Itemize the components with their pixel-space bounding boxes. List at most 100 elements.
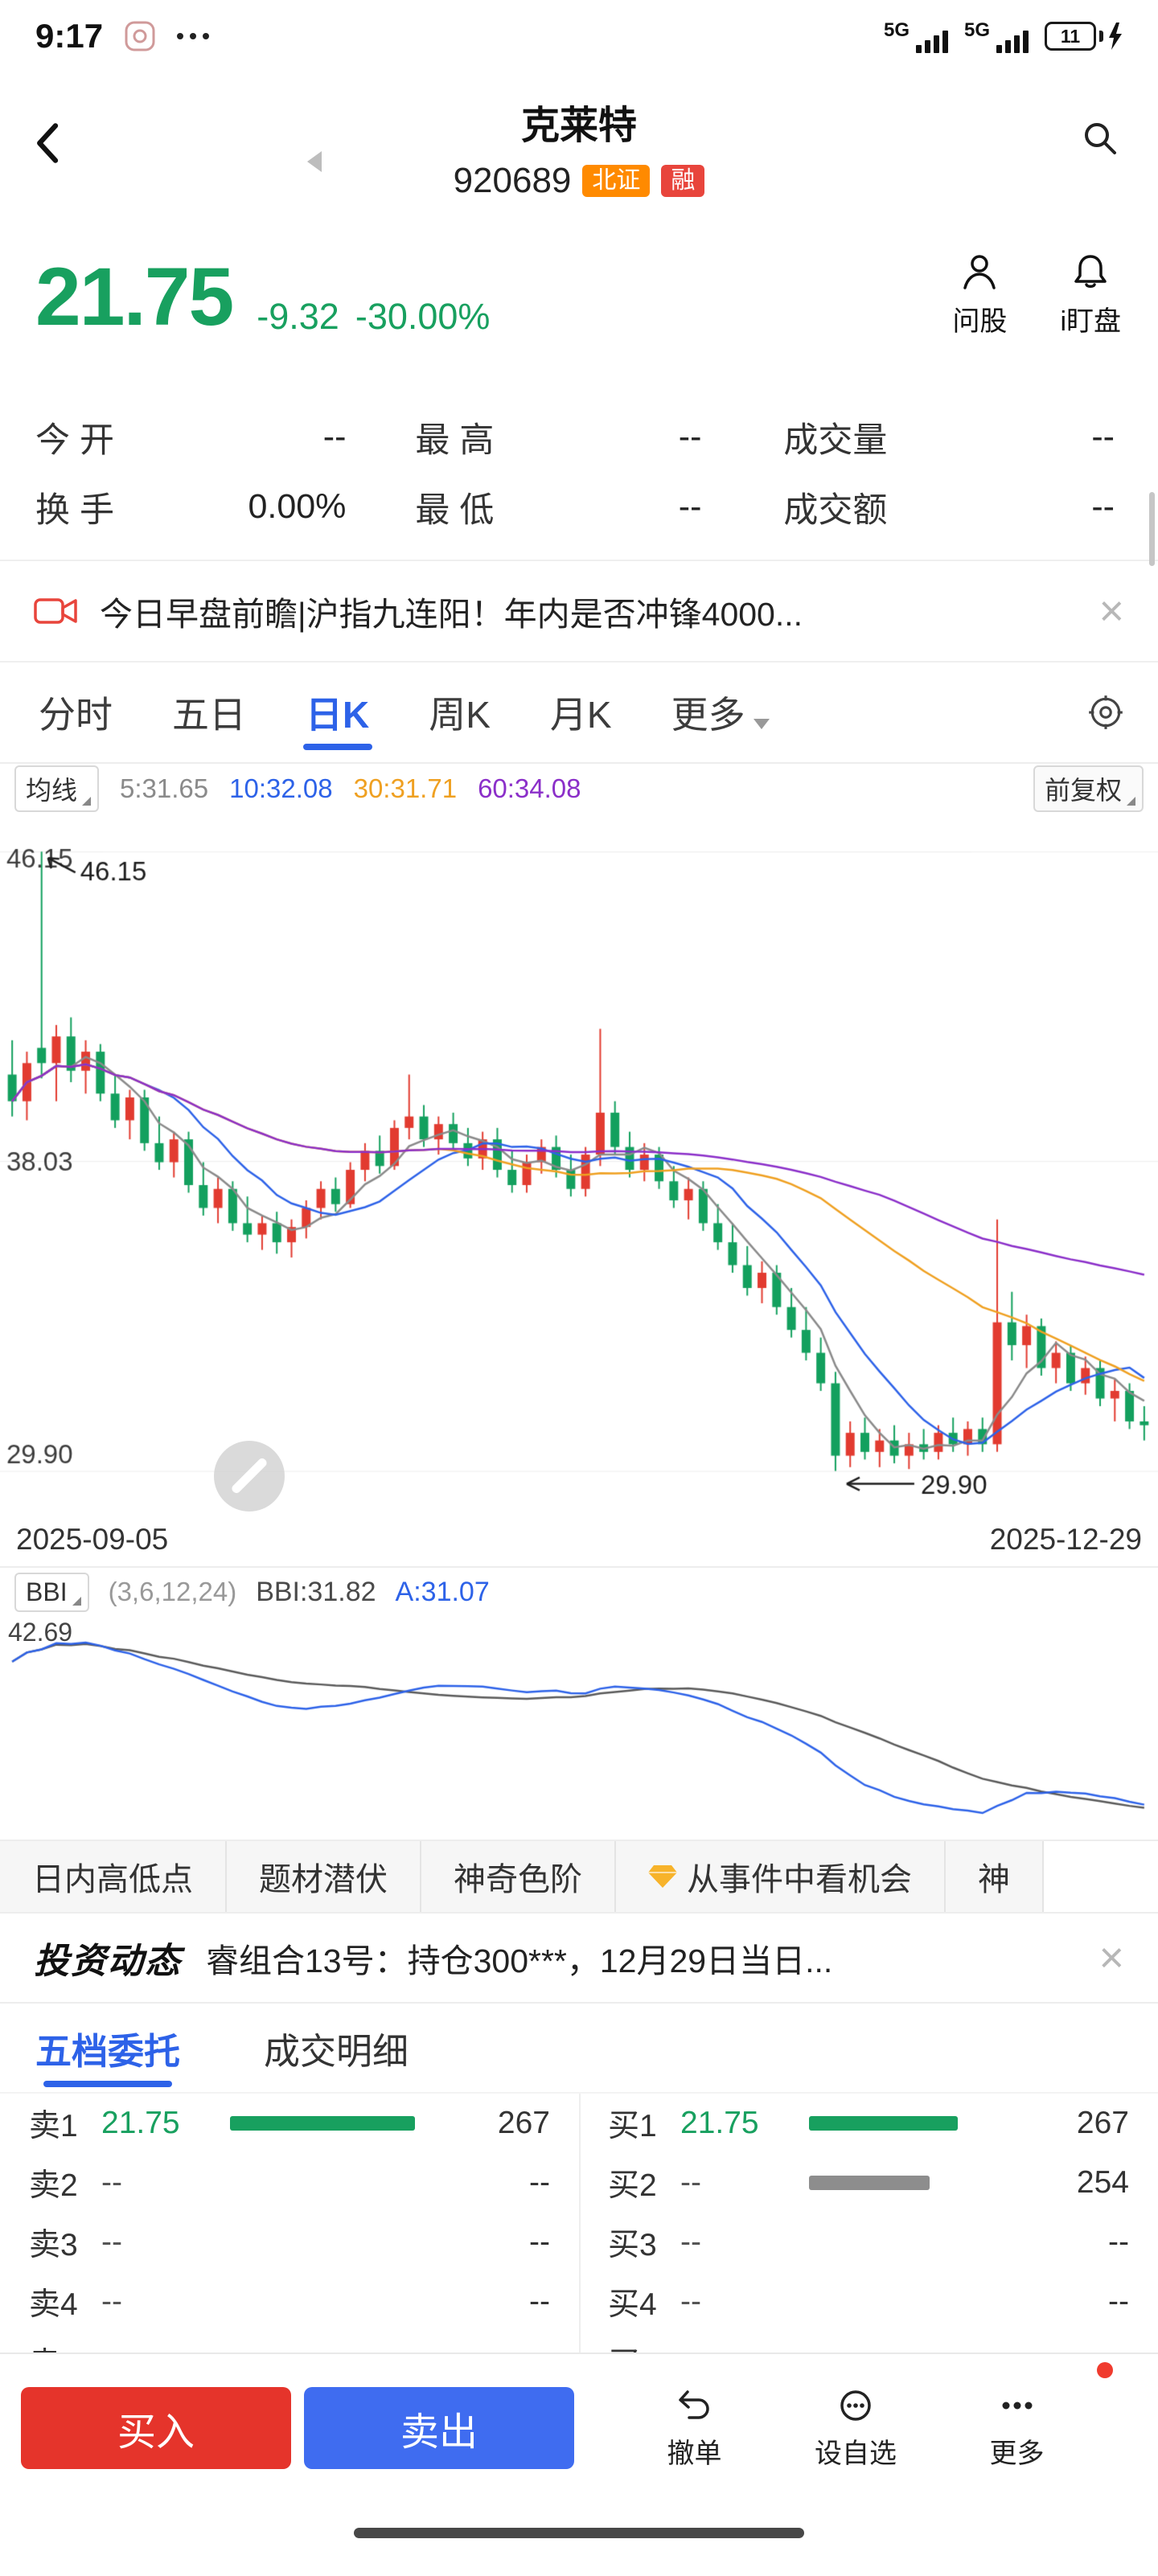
sell-row[interactable]: 卖5 -- -- [0, 2332, 579, 2352]
signal-icon-sim2: 5G [964, 19, 1029, 53]
cancel-order-button[interactable]: 撤单 [667, 2386, 722, 2471]
back-icon[interactable] [34, 119, 63, 167]
bbi-canvas[interactable] [0, 1616, 1158, 1840]
tab-minute[interactable]: 分时 [39, 694, 113, 736]
buy-button[interactable]: 买入 [21, 2387, 291, 2469]
last-price: 21.75 [35, 251, 234, 343]
bell-icon [1074, 255, 1107, 288]
stat-value: -- [678, 487, 702, 526]
buy-row[interactable]: 买4 -- -- [608, 2284, 1129, 2322]
stat-label: 换 手 [35, 490, 114, 530]
clock: 9:17 [35, 17, 104, 55]
tab-five-levels[interactable]: 五档委托 [32, 2003, 183, 2094]
tab-more[interactable]: 更多 [665, 668, 776, 757]
notification-dot [1097, 2362, 1113, 2378]
date-axis: 2025-09-05 2025-12-29 [0, 1521, 1158, 1566]
end-date: 2025-12-29 [989, 1523, 1142, 1556]
news-close-icon[interactable]: × [1098, 587, 1124, 635]
chip-theme-ambush[interactable]: 题材潜伏 [227, 1841, 421, 1912]
sell-row[interactable]: 卖4 -- -- [29, 2284, 550, 2322]
margin-badge: 融 [661, 165, 705, 197]
undo-icon [678, 2389, 709, 2419]
person-icon [963, 255, 996, 289]
tab-weekly-k[interactable]: 周K [429, 694, 491, 736]
home-indicator-area [0, 2502, 1158, 2576]
more-actions-button[interactable]: 更多 [990, 2386, 1045, 2471]
buy-row[interactable]: 买2 -- 254 [608, 2165, 1129, 2203]
tab-trade-details[interactable]: 成交明细 [264, 2030, 409, 2072]
stock-header: 克莱特 920689 北证 融 [0, 72, 1158, 233]
adjust-mode-chip[interactable]: 前复权 [1033, 765, 1144, 812]
sell-button[interactable]: 卖出 [304, 2387, 574, 2469]
kline-chart [0, 814, 1158, 1521]
volume-bar [809, 2116, 958, 2131]
sell-row[interactable]: 卖1 21.75 267 [29, 2106, 550, 2143]
stat-label: 今 开 [35, 420, 114, 460]
stat-label: 最 低 [415, 490, 495, 530]
video-news-icon [34, 598, 77, 624]
stat-value: -- [1091, 487, 1115, 526]
ma-selector-chip[interactable]: 均线 [14, 765, 100, 812]
stat-label: 成交额 [783, 490, 888, 530]
stats-grid: 今 开 -- 最 高 -- 成交量 -- 换 手 0.00% 最 低 -- 成交额 -- [0, 394, 1158, 555]
status-bar: 9:17 5G 5G 11 [0, 0, 1158, 72]
battery-icon: 11 [1045, 22, 1123, 51]
bbi-ymax-label: 42.69 [8, 1618, 73, 1647]
charging-bolt-icon [1109, 23, 1122, 50]
invest-brand: 投资动态 [34, 1942, 182, 1981]
tab-monthly-k[interactable]: 月K [549, 694, 612, 736]
diamond-icon [648, 1865, 677, 1888]
add-watchlist-button[interactable]: 设自选 [815, 2386, 897, 2471]
chart-settings-icon[interactable] [1086, 692, 1126, 732]
stat-value: 0.00% [248, 487, 347, 526]
buy-row[interactable]: 买3 -- -- [608, 2225, 1129, 2262]
buy-row[interactable]: 买5 -- -- [579, 2332, 1158, 2352]
candlestick-canvas[interactable] [0, 814, 1158, 1521]
ma30-value: 30:31.71 [353, 773, 458, 803]
invest-text[interactable]: 睿组合13号：持仓300***，12月29日当日... [206, 1942, 833, 1979]
sell-row[interactable]: 卖2 -- -- [29, 2165, 550, 2203]
news-banner[interactable]: 今日早盘前瞻|沪指九连阳！年内是否冲锋4000... × [0, 560, 1158, 662]
quote-panel: 21.75 -9.32 -30.00% 问股 i盯盘 [0, 233, 1158, 394]
stat-label: 成交量 [783, 420, 888, 460]
circle-dots-icon [840, 2389, 871, 2421]
chip-intraday-hilo[interactable]: 日内高低点 [0, 1841, 227, 1912]
corner-triangle-icon [82, 797, 92, 806]
stat-value: -- [1091, 417, 1115, 456]
indicator-selector-chip[interactable]: BBI [14, 1572, 89, 1612]
price-change: -9.32 [257, 296, 339, 337]
volume-bar [230, 2116, 415, 2131]
ma60-value: 60:34.08 [478, 773, 581, 803]
invest-banner[interactable]: 投资动态 睿组合13号：持仓300***，12月29日当日... × [0, 1914, 1158, 2004]
search-icon[interactable] [1079, 117, 1121, 159]
signal-icon-sim1: 5G [884, 19, 948, 53]
scrollbar-thumb[interactable] [1149, 492, 1155, 566]
start-date: 2025-09-05 [16, 1523, 169, 1556]
chip-truncated[interactable]: 神 [946, 1841, 1044, 1912]
chevron-down-icon [753, 719, 770, 729]
watch-alert-button[interactable]: i盯盘 [1060, 251, 1121, 338]
status-more-icon [177, 33, 210, 39]
tab-daily-k[interactable]: 日K [299, 668, 376, 757]
buy-column: 买1 21.75 267 买2 -- 254 买3 -- -- 买4 -- --… [579, 2094, 1158, 2352]
ask-question-button[interactable]: 问股 [952, 251, 1007, 338]
chip-event-opportunity[interactable]: 从事件中看机会 [616, 1841, 946, 1912]
home-indicator[interactable] [354, 2528, 804, 2538]
app-indicator-icon [124, 20, 156, 52]
tab-5day[interactable]: 五日 [172, 694, 246, 736]
ma10-value: 10:32.08 [229, 773, 333, 803]
buy-row[interactable]: 买1 21.75 267 [608, 2106, 1129, 2143]
market-badge: 北证 [582, 165, 651, 197]
stock-code: 920689 [453, 161, 572, 200]
prev-stock-icon[interactable] [307, 151, 322, 172]
stat-value: -- [678, 417, 702, 456]
price-change-pct: -30.00% [355, 296, 491, 337]
stat-label: 最 高 [415, 420, 495, 460]
sell-row[interactable]: 卖3 -- -- [29, 2225, 550, 2262]
chip-magic-gradient[interactable]: 神奇色阶 [421, 1841, 616, 1912]
news-headline[interactable]: 今日早盘前瞻|沪指九连阳！年内是否冲锋4000... [100, 596, 803, 633]
orderbook-tabs: 五档委托 成交明细 [0, 2004, 1158, 2094]
invest-close-icon[interactable]: × [1098, 1934, 1124, 1982]
battery-level: 11 [1060, 25, 1081, 47]
corner-triangle-icon [1127, 797, 1135, 806]
